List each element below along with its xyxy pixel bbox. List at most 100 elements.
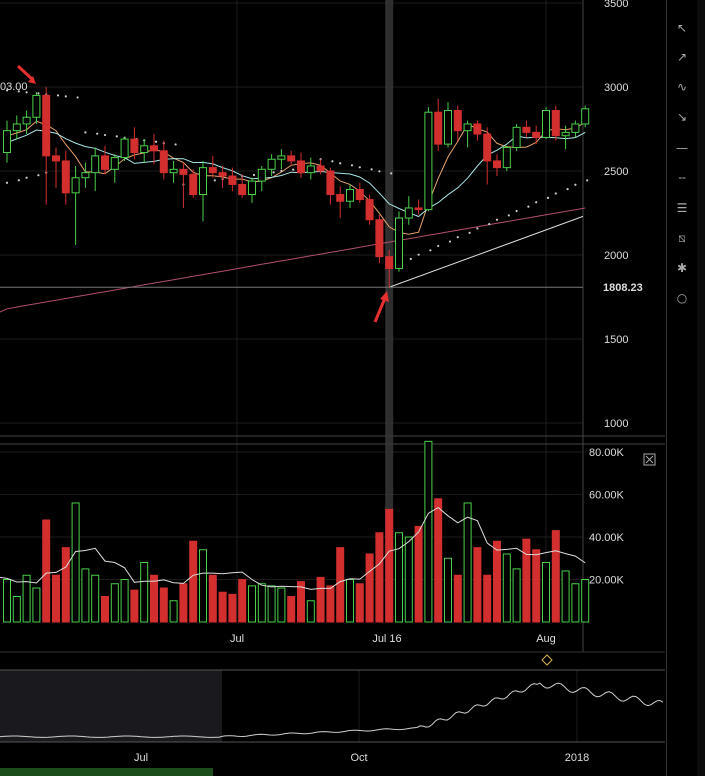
candle [434,98,443,151]
candle-body [22,116,31,125]
sar-dot [566,188,569,191]
candle [179,162,188,208]
candle-body [208,167,217,174]
sar-dot [378,170,381,173]
arrow-down-icon[interactable]: ↘ [676,110,688,124]
candle-body [120,138,129,159]
sar-dot [448,240,452,243]
close-pane-x [645,455,654,464]
candle [404,196,413,225]
sar-dot [417,253,420,256]
sar-dot [25,91,28,94]
candle-body [42,94,51,157]
volume-bar [71,502,80,623]
candle [502,145,511,171]
sar-dot [409,257,412,261]
arrow-up-icon[interactable]: ↗ [676,50,688,64]
candle [532,125,541,145]
time-tick-label: Jul 16 [372,633,401,645]
volume-ma-line [0,506,586,590]
candle [120,137,129,161]
event-marker-icon [541,654,553,666]
candle [140,139,149,163]
volume-bar [375,532,384,623]
sar-dot [76,96,79,99]
volume-bar [267,585,276,623]
volume-bar [306,600,315,623]
candle-body [101,155,109,170]
candle-body [571,123,580,133]
cursor-icon[interactable]: ↖ [676,21,688,35]
sar-dot [456,236,459,239]
trendline [389,215,584,288]
volume-bar [434,498,443,623]
fib-icon[interactable]: ☰ [676,201,688,215]
sar-dot [64,95,67,98]
volume-bar [12,596,21,623]
volume-bar [130,589,139,623]
candle-body [32,94,41,118]
candles [3,87,590,288]
fan-icon[interactable]: ✱ [676,261,688,275]
candle-body [493,160,501,169]
candle-body [159,150,168,174]
sar-dot [272,171,275,174]
volume-bar [257,583,266,623]
toolbar-divider [666,0,667,776]
volume-bar [218,591,227,623]
candle [159,140,168,180]
candle-body [277,155,286,160]
candle-body [169,168,178,174]
volume-bar [22,574,31,623]
candle [463,120,472,148]
candle-body [551,110,560,137]
volume-bar [42,519,51,623]
candle [101,145,109,175]
candle-body [61,160,70,194]
candle [110,154,119,183]
candle [189,169,198,198]
candle [150,134,158,165]
volume-bar [238,579,247,623]
candle-body [179,168,188,175]
candle-body [522,126,531,133]
time-tick-label: Aug [536,633,556,645]
volume-bar [32,587,41,623]
volume-bar [561,570,570,623]
wave-icon[interactable]: ∿ [676,80,688,94]
pitchfork-icon[interactable]: ⧅ [678,231,686,245]
candle [71,165,80,245]
horizontal-line-icon[interactable]: — [676,141,688,155]
volume-bar [424,440,433,623]
annotation-arrow-bottom [373,297,387,323]
candle [32,92,41,124]
volume-bar [522,538,531,623]
navigator-line [0,682,664,738]
volume-bar [120,579,129,623]
candle [551,105,560,141]
candle-body [483,133,492,162]
candle [169,160,178,183]
candle-body [453,110,462,132]
candle-body [326,170,335,196]
ma-long-line [0,207,586,313]
ray-icon[interactable]: ╌ [678,171,686,185]
candle [3,120,11,163]
circle-icon[interactable]: ○ [676,291,688,305]
sar-dot [468,231,471,234]
sar-dot [84,131,87,134]
crosshair-highlight [385,0,394,622]
candle [365,194,374,225]
candle-body [316,165,325,172]
candle [287,150,296,166]
sar-dot [25,176,28,179]
volume-bar [277,587,286,623]
candle [208,155,217,178]
candle-body [444,110,452,145]
candle-body [238,183,247,196]
volume-bar [52,574,60,623]
sar-dot [37,92,40,95]
volume-bar [140,562,149,623]
